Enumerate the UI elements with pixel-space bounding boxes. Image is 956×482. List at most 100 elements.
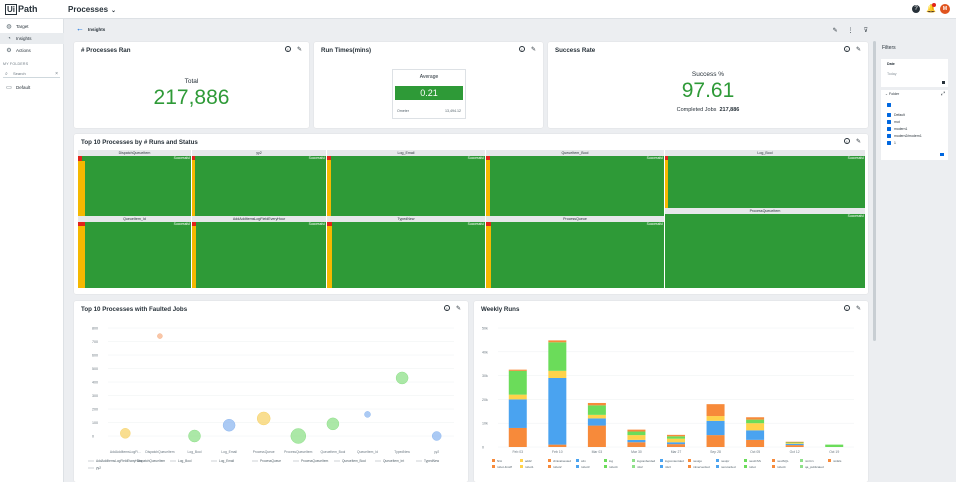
- legend-swatch: [576, 465, 579, 468]
- treemap-cell[interactable]: Successful: [78, 222, 191, 288]
- legend-swatch: [660, 459, 663, 462]
- folder-checkbox[interactable]: [887, 141, 891, 145]
- x-tick-label: Log_Email: [221, 450, 237, 454]
- scatter-point: [188, 429, 201, 443]
- legend-label: Log_Email: [219, 459, 234, 463]
- card-title: Run Times(mins): [321, 47, 372, 54]
- insights-icon: ◔: [7, 35, 11, 42]
- info-icon[interactable]: i: [843, 46, 850, 52]
- folder-filter: ⌄ Folder ⤢ Default mut modern1 modern2/m…: [881, 90, 948, 160]
- bar-segment: [627, 435, 646, 440]
- scatter-point: [256, 411, 271, 426]
- info-icon[interactable]: i: [284, 46, 291, 52]
- folder-checkbox[interactable]: [887, 113, 891, 117]
- legend-label: nerutorded: [721, 465, 736, 469]
- info-icon[interactable]: i: [843, 138, 850, 144]
- treemap-cell[interactable]: Successful: [192, 156, 326, 219]
- expand-icon[interactable]: ⤢: [940, 91, 945, 97]
- legend-label: ProcessQueueItem: [301, 459, 329, 463]
- info-icon[interactable]: i: [443, 305, 450, 311]
- close-icon[interactable]: ×: [55, 71, 58, 77]
- completed-label: Completed Jobs: [676, 107, 717, 113]
- dashboard-scrollbar[interactable]: [873, 41, 876, 341]
- app-switcher[interactable]: Processes ⌄: [68, 5, 117, 14]
- back-arrow-icon[interactable]: ←: [76, 24, 84, 33]
- folder-checkbox[interactable]: [887, 120, 891, 124]
- edit-icon[interactable]: ✎: [530, 47, 536, 53]
- legend-label: mlnerverded: [693, 465, 710, 469]
- legend-label: robot3: [581, 465, 590, 469]
- faulted-scatter-chart: 800 700 600 500 400 300 200 100 0 AddAddItemsLogF…: [88, 327, 454, 470]
- sidebar-item-actions[interactable]: ⚙ Actions: [6, 47, 31, 54]
- legend-label: QueueItem_Bool: [342, 459, 366, 463]
- filter-icon[interactable]: ⊽: [863, 28, 868, 34]
- scatter-point: [222, 418, 236, 432]
- treemap-cell[interactable]: Successful: [327, 222, 485, 288]
- calendar-icon[interactable]: [942, 81, 945, 84]
- legend-swatch: [800, 465, 803, 468]
- avatar[interactable]: M: [940, 4, 950, 14]
- sidebar-item-default-folder[interactable]: ▭ Default: [6, 84, 31, 91]
- treemap-cell[interactable]: Successful: [78, 156, 191, 219]
- bar-segment: [548, 444, 567, 447]
- edit-icon[interactable]: ✎: [855, 306, 861, 312]
- treemap-cell[interactable]: Successful: [486, 156, 664, 219]
- uipath-logo[interactable]: Ui Path: [5, 4, 38, 15]
- legend-swatch: [744, 459, 747, 462]
- legend-swatch: [688, 465, 691, 468]
- info-icon[interactable]: i: [843, 305, 850, 311]
- card-title: Top 10 Processes with Faulted Jobs: [81, 306, 188, 313]
- card-top10-status: Top 10 Processes by # Runs and Status i ✎…: [74, 134, 868, 294]
- treemap-stripe-stopped: [327, 160, 331, 219]
- sidebar-item-target[interactable]: ◍ Target: [6, 23, 29, 30]
- apply-icon[interactable]: [940, 153, 944, 156]
- folder-checkbox[interactable]: [887, 134, 891, 138]
- legend-label: log: [609, 459, 613, 463]
- folder-checkbox[interactable]: [887, 127, 891, 131]
- help-icon[interactable]: ?: [912, 5, 920, 13]
- more-icon[interactable]: ⋮: [847, 28, 854, 34]
- legend-label: nfo2: [637, 465, 643, 469]
- treemap-success-label: Successful: [847, 156, 864, 160]
- treemap-cell-label: QueueItem_Id: [78, 216, 191, 222]
- legend-swatch: [604, 465, 607, 468]
- date-filter: Date Today: [881, 59, 948, 87]
- select-all-checkbox[interactable]: [887, 103, 891, 107]
- bell-icon[interactable]: 🔔: [926, 3, 936, 13]
- legend-swatch: [716, 459, 719, 462]
- treemap-cell[interactable]: Successful: [665, 214, 865, 288]
- edit-icon[interactable]: ✎: [855, 139, 861, 145]
- folder-option: Default: [894, 113, 905, 117]
- edit-icon[interactable]: ✎: [832, 28, 838, 34]
- bar-segment: [667, 436, 685, 439]
- folder-search-input[interactable]: ⌕ Search ×: [3, 71, 60, 78]
- bar-segment: [825, 444, 844, 447]
- edit-icon[interactable]: ✎: [455, 306, 461, 312]
- legend-label: DispatchQueueItem: [137, 459, 166, 463]
- foot-value: 13,494.12: [445, 109, 461, 113]
- treemap-cell[interactable]: Successful: [486, 222, 664, 288]
- legend-label: add2: [525, 459, 532, 463]
- y-tick-label: 200: [92, 408, 98, 412]
- filters-panel: Filters Date Today ⌄ Folder ⤢ Default mu…: [877, 39, 956, 482]
- treemap-cell[interactable]: Successful: [192, 222, 326, 288]
- date-value[interactable]: Today: [887, 72, 897, 76]
- edit-icon[interactable]: ✎: [296, 47, 302, 53]
- x-tick-label: Mar 03: [592, 450, 603, 454]
- legend-label: nmEls: [833, 459, 842, 463]
- x-tick-label: QueueItem_Id: [357, 450, 378, 454]
- bar-segment: [548, 370, 567, 378]
- legend-swatch: [772, 459, 775, 462]
- bar-segment: [785, 443, 804, 446]
- edit-icon[interactable]: ✎: [855, 47, 861, 53]
- actions-icon: ⚙: [6, 47, 12, 54]
- info-icon[interactable]: i: [518, 46, 525, 52]
- treemap-cell-label: ProcessQueueItem: [665, 208, 865, 214]
- sidebar-item-insights[interactable]: ◔ Insights: [0, 33, 64, 44]
- bar-segment: [746, 419, 765, 424]
- bar-segment: [587, 418, 606, 426]
- x-tick-label: Feb 03: [512, 450, 523, 454]
- legend-swatch: [688, 459, 691, 462]
- scatter-point: [290, 428, 307, 444]
- treemap-cell[interactable]: Successful: [327, 156, 485, 219]
